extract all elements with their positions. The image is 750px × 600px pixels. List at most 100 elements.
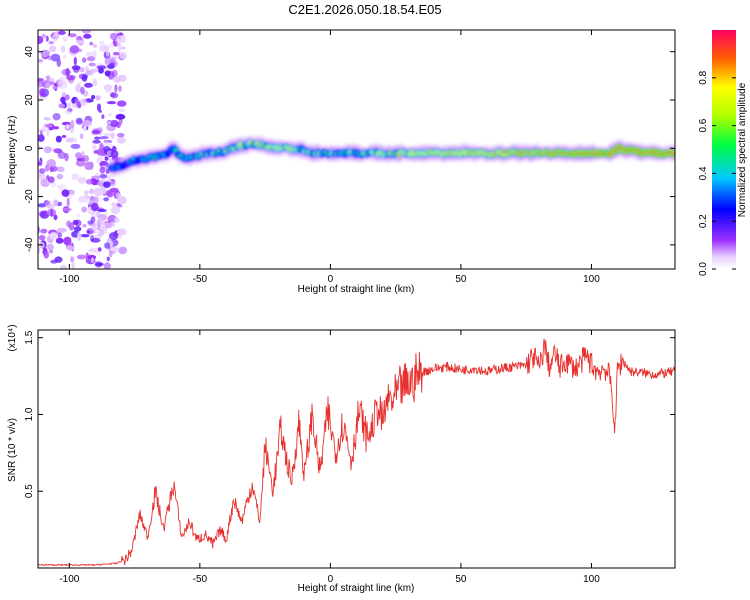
noise-blob: [95, 95, 101, 101]
noise-blob: [39, 88, 45, 97]
noise-blob: [71, 173, 80, 180]
noise-blob: [93, 149, 100, 154]
noise-blob: [49, 232, 59, 240]
noise-blob: [49, 166, 54, 172]
noise-blob: [89, 41, 94, 46]
noise-blob: [118, 246, 128, 255]
noise-blob: [48, 40, 55, 45]
noise-blob: [93, 187, 103, 197]
noise-blob: [50, 182, 56, 188]
noise-blob: [76, 119, 83, 125]
noise-blob: [101, 114, 105, 119]
noise-blob: [44, 123, 53, 128]
noise-blob: [110, 205, 121, 215]
y-multiplier-label: (x10⁴): [7, 324, 18, 351]
noise-blob: [109, 32, 118, 41]
noise-blob: [68, 222, 75, 231]
noise-blob: [110, 132, 115, 140]
noise-blob: [70, 143, 81, 149]
noise-blob: [38, 235, 46, 241]
bottom-x-ticks: -100 -50 0 50 100: [59, 330, 600, 585]
noise-blob: [106, 256, 111, 262]
noise-blob: [110, 119, 119, 128]
noise-blob: [94, 136, 101, 140]
noise-blob: [116, 228, 127, 236]
noise-blob: [104, 220, 110, 229]
noise-blob: [98, 109, 102, 113]
noise-blob: [103, 181, 111, 188]
noise-blob: [89, 188, 95, 195]
noise-blob: [81, 206, 87, 213]
noise-blob: [48, 45, 57, 52]
noise-blob: [106, 49, 110, 57]
noise-blob: [77, 232, 82, 241]
noise-blob: [116, 132, 125, 138]
x-tick-label: -50: [193, 274, 208, 285]
noise-blob: [53, 148, 63, 154]
noise-blob: [97, 208, 107, 213]
noise-blob: [81, 150, 85, 157]
noise-blob: [109, 62, 115, 66]
noise-blob: [103, 262, 111, 269]
x-tick-label: 50: [455, 274, 467, 285]
noise-blob: [112, 51, 120, 56]
noise-blob: [108, 42, 114, 48]
noise-blob: [50, 259, 58, 264]
noise-blob: [59, 264, 68, 269]
noise-blob: [117, 234, 122, 239]
noise-blob: [69, 189, 76, 196]
y-tick-label: 0.5: [24, 484, 35, 498]
noise-blob: [110, 202, 118, 207]
noise-blob: [43, 250, 49, 259]
noise-blob: [103, 141, 111, 146]
noise-blob: [83, 33, 92, 39]
noise-blob: [117, 196, 127, 205]
noise-blob: [52, 113, 61, 121]
noise-blob: [91, 211, 98, 218]
noise-blob: [72, 219, 79, 225]
y-tick-label: 1.0: [24, 407, 35, 421]
noise-blob: [104, 242, 111, 249]
noise-blob: [38, 246, 41, 254]
noise-blob: [91, 129, 101, 135]
bottom-y-ticks: 0.5 1.0 1.5: [24, 330, 675, 498]
noise-blob: [60, 96, 66, 104]
noise-blob: [86, 56, 96, 62]
spectrogram-panel: -100 -50 0 50 100 -40 -20 0 20 40 Height of stra…: [7, 29, 676, 295]
noise-blob: [44, 200, 52, 208]
noise-blob: [90, 238, 101, 243]
colorbar-label: Normalized spectral amplitude: [737, 82, 748, 217]
noise-blob: [120, 46, 126, 50]
y-tick-label: 1.5: [24, 330, 35, 344]
figure-title: C2E1.2026.050.18.54.E05: [288, 2, 441, 17]
noise-blob: [38, 96, 47, 101]
noise-blob: [84, 161, 94, 171]
noise-blob: [65, 74, 76, 81]
noise-blob: [106, 101, 117, 105]
noise-blob: [56, 166, 65, 173]
noise-blob: [52, 86, 58, 90]
noise-blob: [80, 234, 90, 238]
noise-blob: [62, 36, 68, 42]
noise-blob: [39, 168, 46, 174]
noise-blob: [56, 58, 62, 67]
noise-blob: [40, 178, 50, 188]
noise-blob: [97, 247, 102, 252]
noise-blob: [65, 94, 70, 101]
x-tick-label: 0: [328, 274, 334, 285]
y-tick-label: 40: [24, 46, 35, 58]
noise-blob: [107, 112, 113, 117]
colorbar: 0.0 0.2 0.4 0.6 0.8 Normalized spectral ampl…: [698, 30, 748, 276]
noise-blob: [77, 176, 87, 184]
noise-blob: [104, 211, 109, 216]
noise-blob: [54, 199, 59, 206]
x-tick-label: 100: [583, 574, 600, 585]
noise-blob: [118, 85, 122, 92]
noise-blob: [71, 261, 75, 269]
noise-blob: [81, 57, 87, 63]
snr-series-line: [38, 338, 675, 567]
noise-blob: [96, 217, 104, 225]
noise-blob: [83, 125, 87, 132]
noise-blob: [46, 159, 57, 168]
